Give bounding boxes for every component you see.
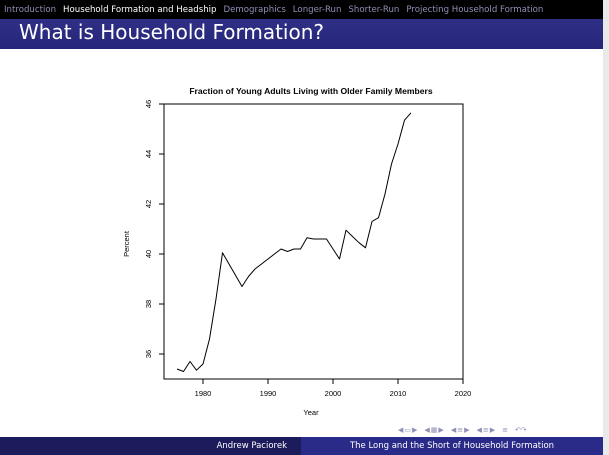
nav-section-household-formation[interactable]: Household Formation and Headship [63, 4, 217, 15]
y-tick-label: 42 [144, 200, 153, 208]
subsection-next-icon[interactable]: ▶ [438, 426, 444, 434]
frame-title: What is Household Formation? [19, 20, 324, 44]
x-tick-label: 1980 [195, 389, 212, 398]
subsection-icon: ▦ [430, 426, 438, 434]
section-nav-control[interactable]: ◀ ≡ ▶ [451, 426, 470, 434]
plot-frame [163, 103, 464, 380]
x-tick-label: 2000 [325, 389, 342, 398]
nav-section-longer-run[interactable]: Longer-Run [292, 4, 342, 15]
section-prev-icon[interactable]: ◀ [450, 426, 457, 434]
x-tick-label: 1990 [260, 389, 277, 398]
align-icon[interactable]: ≡ [502, 426, 508, 434]
frame-title-bar: What is Household Formation? [0, 19, 603, 49]
beamer-navigation-symbols: ◀ ▭ ▶ ◀ ▦ ▶ ◀ ≡ ▶ ◀ ≡ ▶ ≡ ↶↷ [398, 424, 527, 436]
y-tick-label: 36 [144, 350, 153, 358]
series-line [176, 112, 412, 372]
frame-nav-control[interactable]: ◀ ▭ ▶ [398, 426, 417, 434]
x-axis-label: Year [303, 408, 319, 417]
footer-talk-title: The Long and the Short of Household Form… [349, 441, 555, 451]
subsubsection-next-icon[interactable]: ▶ [489, 426, 496, 434]
nav-section-demographics[interactable]: Demographics [223, 4, 286, 15]
subsubsection-prev-icon[interactable]: ◀ [476, 426, 482, 434]
search-icon[interactable]: ↶↷ [515, 426, 527, 434]
section-icon: ≡ [457, 426, 464, 434]
section-next-icon[interactable]: ▶ [464, 426, 470, 434]
footer-author-box: Andrew Paciorek [0, 437, 301, 455]
frame-next-icon[interactable]: ▶ [412, 426, 418, 434]
chart-title: Fraction of Young Adults Living with Old… [189, 86, 433, 96]
nav-section-projecting[interactable]: Projecting Household Formation [406, 4, 544, 15]
frame-prev-icon[interactable]: ◀ [398, 426, 404, 434]
frame-icon: ▭ [404, 426, 412, 434]
y-axis: 36 38 40 42 44 46 [144, 100, 164, 358]
footer: Andrew Paciorek The Long and the Short o… [0, 437, 603, 455]
y-tick-label: 46 [144, 100, 153, 108]
x-axis: 1980 1990 2000 2010 2020 [195, 379, 472, 398]
x-tick-label: 2020 [455, 389, 472, 398]
subsubsection-nav-control[interactable]: ◀ ≡ ▶ [476, 426, 495, 434]
nav-section-shorter-run[interactable]: Shorter-Run [348, 4, 400, 15]
y-tick-label: 40 [144, 250, 153, 258]
subsection-prev-icon[interactable]: ◀ [424, 426, 430, 434]
window-edge-strip [603, 0, 609, 455]
y-tick-label: 38 [144, 300, 153, 308]
y-tick-label: 44 [144, 150, 153, 158]
section-navigation-bar: Introduction Household Formation and Hea… [0, 0, 603, 19]
x-tick-label: 2010 [390, 389, 407, 398]
footer-author: Andrew Paciorek [216, 441, 287, 451]
footer-title-box: The Long and the Short of Household Form… [301, 437, 603, 455]
subsection-nav-control[interactable]: ◀ ▦ ▶ [424, 426, 443, 434]
y-axis-label: Percent [122, 230, 131, 257]
nav-section-introduction[interactable]: Introduction [4, 4, 57, 15]
subsubsection-icon: ≡ [482, 426, 489, 434]
